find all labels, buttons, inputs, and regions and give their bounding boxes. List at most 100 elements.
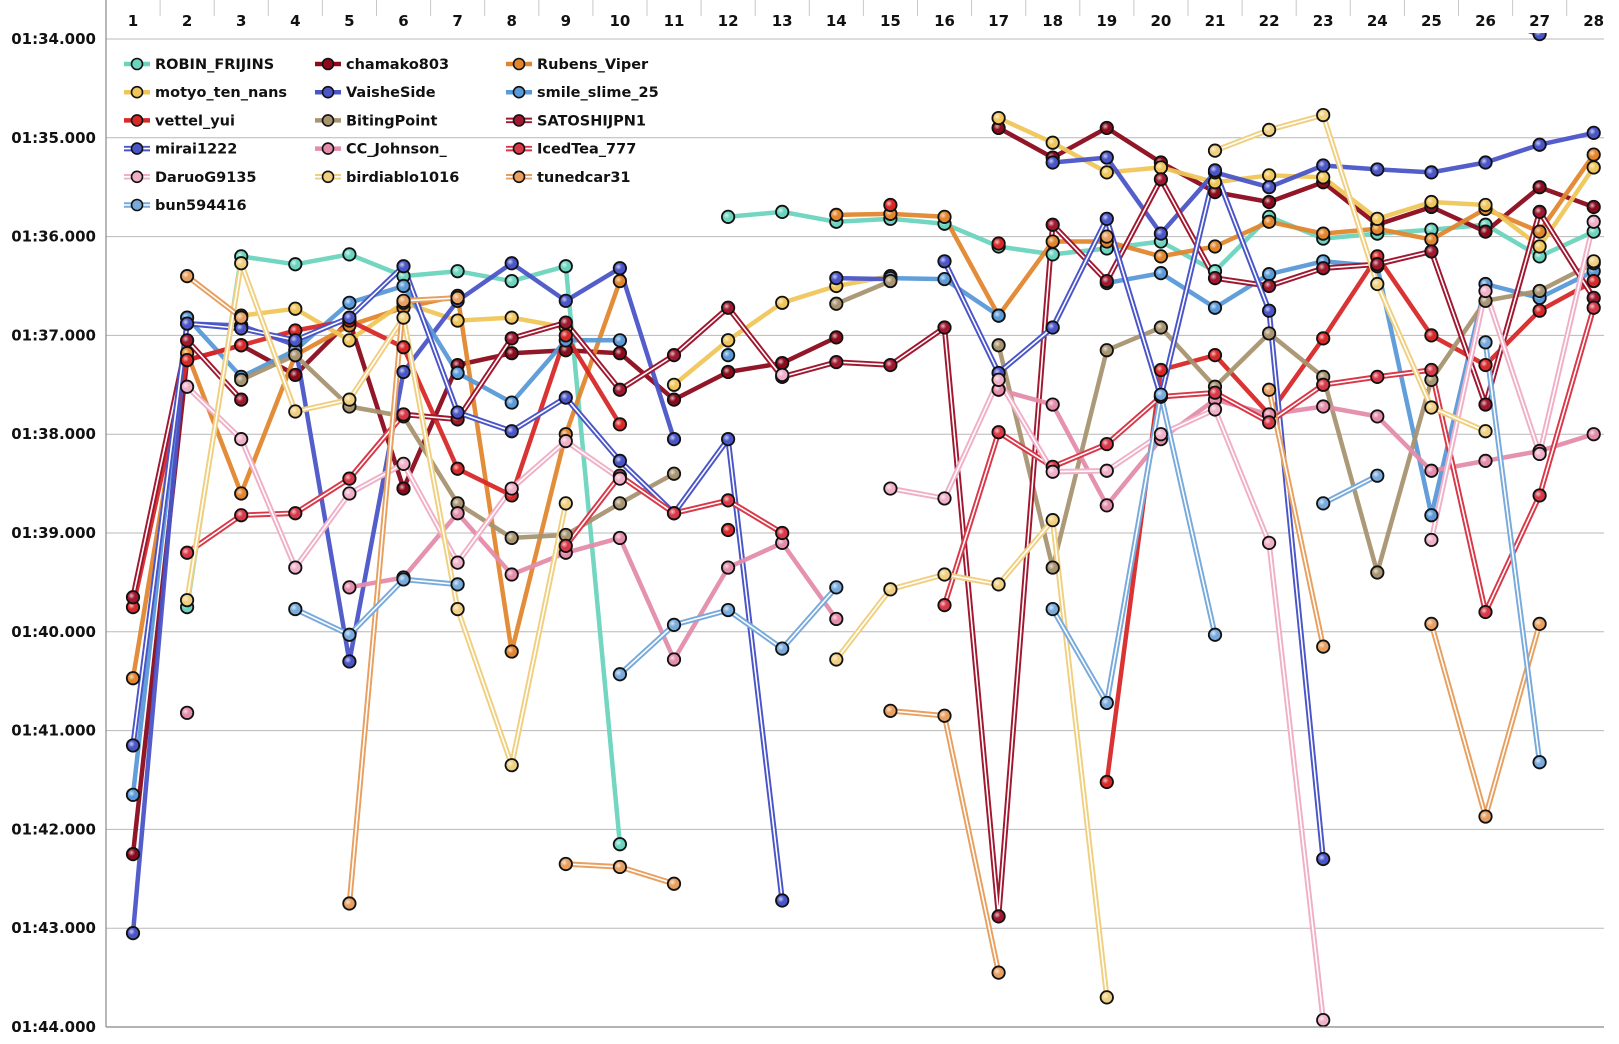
legend-item: ROBIN_FRIJINS [124, 57, 274, 73]
data-point-glint [236, 374, 247, 385]
data-point-glint [506, 483, 517, 494]
legend-marker [321, 142, 335, 155]
series-points-14 [180, 229, 1547, 980]
legend: ROBIN_FRIJINS chamako803 Rubens_Vipermotyo… [124, 57, 659, 214]
data-point-glint [1264, 305, 1275, 316]
data-point-glint [128, 592, 138, 603]
series-9 [130, 33, 1540, 901]
data-point-glint [1264, 328, 1275, 339]
legend-label: motyo_ten_nans [155, 85, 287, 101]
data-point-glint [182, 318, 193, 329]
data-point-glint [1534, 448, 1545, 459]
data-point-glint [669, 508, 679, 519]
data-point-glint [1480, 226, 1491, 237]
data-point-glint [1426, 618, 1437, 629]
data-point-glint [1318, 228, 1329, 239]
series-line-inner [186, 275, 242, 319]
data-point-glint [723, 211, 734, 222]
legend-label: vettel_yui [155, 113, 235, 129]
data-point-glint [560, 392, 571, 403]
data-point-glint [1210, 165, 1220, 176]
data-point-glint [1480, 607, 1491, 618]
data-point-glint [344, 335, 355, 346]
legend-label: SATOSHIJPN1 [537, 113, 646, 129]
data-point-glint [1101, 697, 1112, 708]
data-point-glint [182, 381, 193, 392]
legend-label: bun594416 [155, 198, 247, 214]
data-point-glint [723, 434, 734, 445]
data-point-glint [1480, 399, 1491, 410]
data-point-glint [1101, 345, 1112, 356]
data-point-glint [993, 374, 1004, 385]
data-point-glint [1588, 127, 1599, 138]
data-point-glint [1480, 360, 1491, 371]
data-point-glint [1047, 562, 1058, 573]
legend-label: chamako803 [346, 57, 449, 73]
data-point-glint [1534, 139, 1545, 150]
data-point-glint [128, 789, 138, 800]
data-point-glint [236, 510, 247, 521]
series-line [834, 517, 1110, 998]
data-point-glint [560, 261, 571, 272]
data-point-glint [1155, 322, 1166, 333]
data-point-glint [1426, 167, 1437, 178]
data-point-glint [669, 350, 679, 361]
x-tick-label: 2 [182, 12, 192, 30]
data-point-glint [1534, 206, 1545, 217]
data-point-glint [398, 458, 409, 469]
data-point-glint [1426, 224, 1437, 235]
data-point-glint [128, 849, 138, 860]
data-point-glint [506, 532, 517, 543]
data-point-glint [723, 525, 734, 536]
data-point-glint [1047, 157, 1058, 168]
x-tick-label: 16 [934, 12, 955, 30]
legend-item: VaisheSide [315, 85, 436, 101]
legend-marker [130, 198, 144, 212]
series-line [618, 585, 839, 677]
data-point-glint [777, 643, 788, 654]
y-tick-label: 01:37.000 [11, 326, 96, 344]
data-point-glint [1155, 389, 1166, 400]
data-point-glint [1426, 234, 1437, 245]
data-point-glint [1426, 330, 1437, 341]
data-point-glint [1372, 164, 1383, 175]
legend-marker [130, 85, 144, 99]
x-tick-label: 9 [561, 12, 571, 30]
data-point-glint [1534, 241, 1545, 252]
data-point-glint [1318, 641, 1329, 652]
data-point-glint [1372, 259, 1383, 270]
data-point-glint [1318, 172, 1329, 183]
data-point-glint [723, 605, 734, 616]
data-point-glint [885, 360, 896, 371]
data-point-glint [182, 595, 193, 606]
data-point-glint [452, 315, 463, 326]
data-point-glint [344, 473, 355, 484]
data-point-glint [1101, 992, 1112, 1003]
y-tick-label: 01:44.000 [11, 1018, 96, 1036]
data-point-glint [236, 323, 247, 334]
y-tick-label: 01:43.000 [11, 919, 96, 937]
data-point-glint [452, 498, 463, 509]
data-point-glint [290, 259, 301, 270]
legend-label: VaisheSide [346, 85, 436, 101]
data-point-glint [1155, 268, 1166, 279]
data-point-glint [236, 340, 247, 351]
data-point-glint [1264, 537, 1275, 548]
data-point-glint [1372, 223, 1383, 234]
data-point-glint [1480, 811, 1491, 822]
legend-label: IcedTea_777 [537, 142, 636, 158]
y-tick-label: 01:38.000 [11, 425, 96, 443]
data-point-glint [939, 569, 950, 580]
series-layer [125, 33, 1601, 1028]
legend-item: vettel_yui [124, 113, 235, 129]
data-point-glint [1372, 279, 1383, 290]
data-point-glint [993, 340, 1004, 351]
data-point-glint [290, 562, 301, 573]
data-point-glint [290, 406, 301, 417]
data-point-glint [939, 256, 950, 267]
data-point-glint [1210, 241, 1220, 252]
x-tick-label: 21 [1205, 12, 1226, 30]
data-point-glint [1534, 33, 1545, 40]
data-point-glint [1588, 256, 1599, 267]
